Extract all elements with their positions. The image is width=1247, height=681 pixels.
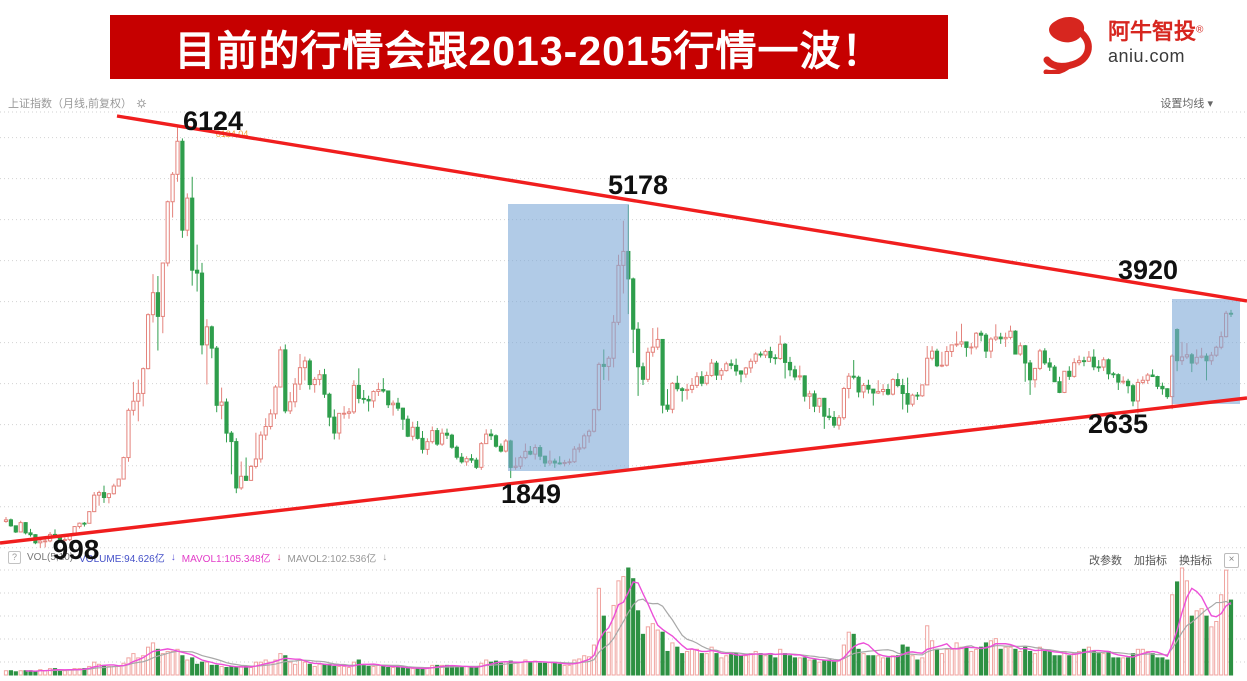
price-label-6124: 6124: [183, 106, 243, 136]
lower-support: [0, 396, 1247, 545]
mavol2-down-arrow-icon: ↓: [382, 552, 388, 563]
price-label-3920: 3920: [1118, 255, 1178, 285]
brand-domain: aniu.com: [1108, 45, 1186, 66]
mavol1-line: [25, 581, 1232, 672]
change-params-link[interactable]: 改参数: [1089, 555, 1122, 567]
wave-2013-2015: [508, 204, 629, 471]
candlestick-series: [3, 127, 1234, 548]
help-icon[interactable]: ?: [8, 551, 21, 564]
vol-indicator-name: VOL(5,10): [27, 552, 74, 563]
gear-icon[interactable]: [136, 98, 147, 109]
price-label-1849: 1849: [501, 479, 561, 509]
brand-name: 阿牛智投: [1108, 19, 1197, 44]
mavol2-value: MAVOL2:102.536亿: [287, 554, 377, 565]
close-icon[interactable]: ×: [1224, 552, 1239, 568]
mavol1-value: MAVOL1:105.348亿: [181, 554, 271, 565]
wave-current: [1172, 299, 1240, 404]
price-label-998: 998: [53, 534, 100, 565]
price-label-2635: 2635: [1088, 409, 1148, 439]
switch-indicator-link[interactable]: 换指标: [1179, 555, 1212, 567]
registered-mark: ®: [1196, 24, 1204, 36]
instrument-header: 上证指数（月线,前复权）: [8, 95, 147, 111]
brand-logo: 阿牛智投® aniu.com: [1038, 12, 1203, 74]
ma-settings-label: 设置均线: [1160, 98, 1205, 110]
price-label-5178: 5178: [608, 170, 668, 200]
headline-text: 目前的行情会跟2013-2015行情一波！: [174, 28, 884, 74]
mavol2-line: [50, 598, 1232, 672]
bull-brush-icon: [1043, 16, 1092, 74]
price-annotations: 6124 5178 3920 2635 1849 998: [53, 106, 1178, 565]
mavol1-down-arrow-icon: ↓: [276, 552, 282, 563]
chevron-down-icon: ▾: [1207, 98, 1213, 110]
volume-down-arrow-icon: ↓: [170, 552, 176, 563]
add-indicator-link[interactable]: 加指标: [1134, 555, 1167, 567]
headline-banner: 目前的行情会跟2013-2015行情一波！: [110, 15, 948, 79]
trendlines: [0, 114, 1247, 545]
indicator-actions: 改参数 加指标 换指标 ×: [1089, 552, 1239, 568]
volume-value: VOLUME:94.626亿: [79, 554, 165, 565]
instrument-label: 上证指数（月线,前复权）: [8, 98, 133, 110]
volume-series: [3, 567, 1234, 676]
mavol-lines: [25, 581, 1232, 672]
highlight-ranges: [508, 204, 1240, 471]
ma-settings-menu[interactable]: 设置均线 ▾: [1160, 95, 1213, 111]
volume-indicator-bar: ? VOL(5,10) VOLUME:94.626亿 ↓ MAVOL1:105.…: [8, 550, 387, 565]
upper-resistance: [116, 114, 1247, 303]
